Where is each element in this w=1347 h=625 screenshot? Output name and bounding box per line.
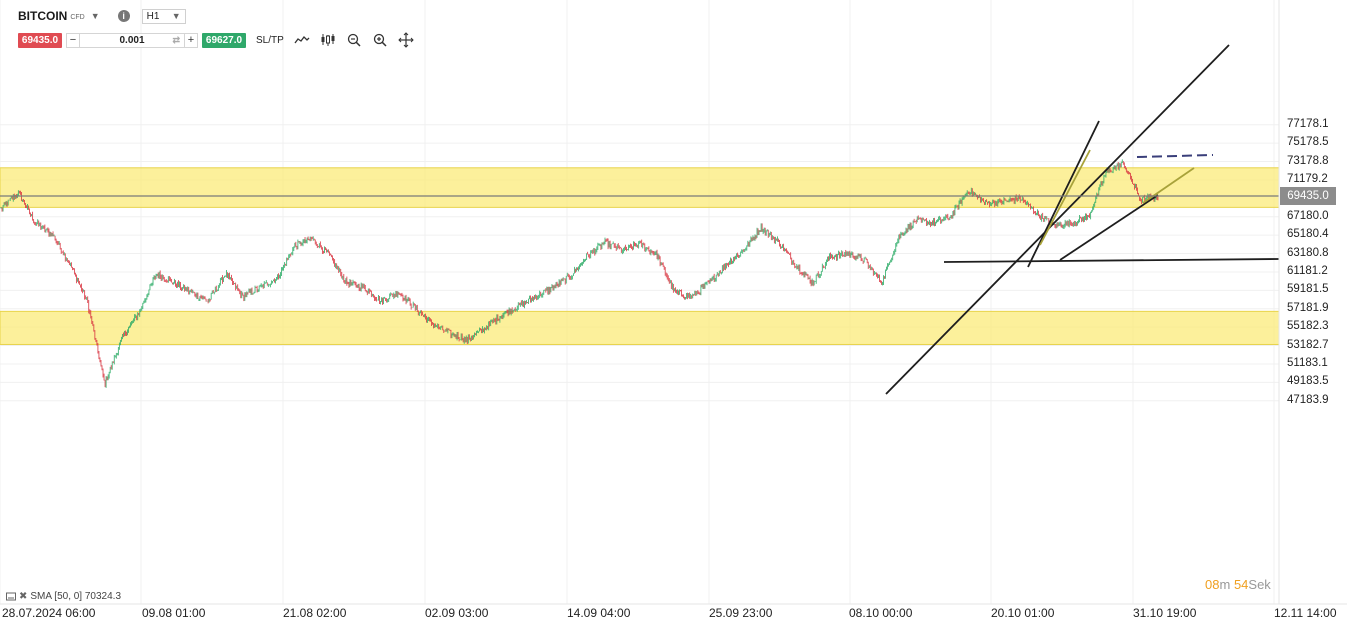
y-axis-tick-label: 49183.5: [1287, 375, 1329, 388]
timeframe-value: H1: [146, 10, 160, 22]
volume-decrease-button[interactable]: −: [69, 33, 77, 46]
countdown-seconds: 54: [1233, 577, 1249, 592]
trendline-olive: [1142, 167, 1195, 204]
zoom-out-icon[interactable]: [346, 32, 362, 48]
countdown-minutes-unit: m: [1219, 577, 1231, 592]
instrument-header: BITCOIN CFD ▼ i H1 ▼: [18, 6, 186, 26]
x-axis-tick-label: 31.10 19:00: [1133, 606, 1197, 620]
trendline-horizontal: [943, 258, 1280, 263]
symbol-dropdown-icon[interactable]: ▼: [90, 11, 100, 21]
buy-button[interactable]: 69627.0: [202, 32, 246, 48]
info-icon[interactable]: i: [117, 10, 130, 22]
chart-grid: [0, 0, 1279, 604]
y-axis-tick-label: 65180.4: [1287, 228, 1329, 241]
chevron-down-icon: ▼: [171, 11, 181, 21]
sma-label: SMA [50, 0] 70324.3: [30, 591, 122, 602]
y-axis-tick-label: 47183.9: [1287, 393, 1329, 406]
indicator-remove-icon[interactable]: ✖: [19, 591, 28, 602]
trendline-support: [1059, 194, 1159, 261]
indicators-icon[interactable]: [320, 32, 336, 48]
crosshair-icon[interactable]: [398, 32, 414, 48]
price-zone-2: [0, 310, 1280, 345]
y-axis-tick-label: 63180.8: [1287, 246, 1329, 259]
countdown-seconds-unit: Sek: [1248, 577, 1271, 592]
volume-stepper[interactable]: − 0.001 ⇄ +: [66, 32, 198, 48]
y-axis-tick-label: 61181.2: [1287, 264, 1328, 277]
current-price-tag: 69435.0: [1280, 187, 1336, 205]
y-axis-tick-label: 57181.9: [1287, 301, 1329, 314]
sltp-button[interactable]: SL/TP: [256, 34, 284, 46]
support-resistance-zones: [0, 167, 1280, 345]
trend-drawings: [885, 44, 1280, 395]
trendline-rising: [885, 44, 1230, 395]
x-axis-tick-label: 20.10 01:00: [991, 606, 1055, 620]
instrument-type: CFD: [70, 13, 85, 21]
price-zone-1: [0, 167, 1280, 208]
trendline-olive-steep: [1039, 149, 1091, 246]
x-axis-tick-label: 14.09 04:00: [567, 606, 631, 620]
candlestick-series: [0, 159, 1159, 388]
trendline-uptrend-steep: [1027, 120, 1100, 268]
x-axis-tick-label: 09.08 01:00: [142, 606, 206, 620]
y-axis-tick-label: 59181.5: [1287, 283, 1329, 296]
y-axis-tick-label: 51183.1: [1287, 356, 1328, 369]
y-axis-tick-label: 55182.3: [1287, 320, 1329, 333]
x-axis-tick-label: 08.10 00:00: [849, 606, 913, 620]
zoom-in-icon[interactable]: [372, 32, 388, 48]
sell-button[interactable]: 69435.0: [18, 32, 62, 48]
x-axis-tick-label: 21.08 02:00: [283, 606, 347, 620]
symbol-name[interactable]: BITCOIN: [18, 9, 68, 23]
volume-increase-button[interactable]: +: [187, 33, 195, 46]
indicator-legend: ✖ SMA [50, 0] 70324.3: [6, 591, 121, 602]
countdown-minutes: 08: [1205, 577, 1220, 592]
candle-countdown: 08m 54Sek: [1205, 577, 1271, 592]
y-axis-tick-label: 71179.2: [1287, 172, 1328, 185]
y-axis-tick-label: 77178.1: [1287, 117, 1329, 130]
x-axis-tick-label: 25.09 23:00: [709, 606, 773, 620]
x-axis-tick-label: 12.11 14:00: [1274, 606, 1337, 620]
x-axis-tick-label: 28.07.2024 06:00: [2, 606, 96, 620]
volume-value: 0.001: [119, 34, 145, 46]
y-axis-tick-label: 75178.5: [1287, 136, 1329, 149]
y-axis-tick-label: 67180.0: [1287, 209, 1329, 222]
x-axis-tick-label: 02.09 03:00: [425, 606, 489, 620]
y-axis-tick-label: 53182.7: [1287, 338, 1329, 351]
volume-input[interactable]: 0.001 ⇄: [79, 33, 185, 47]
indicator-icon[interactable]: [6, 592, 16, 601]
trade-toolbar: 69435.0 − 0.001 ⇄ + 69627.0 SL/TP: [18, 32, 414, 48]
target-dashed-line: [1136, 154, 1214, 158]
chart-type-icon[interactable]: [294, 32, 310, 48]
timeframe-select[interactable]: H1 ▼: [141, 8, 186, 24]
y-axis-tick-label: 73178.8: [1287, 154, 1329, 167]
swap-icon[interactable]: ⇄: [172, 34, 180, 45]
